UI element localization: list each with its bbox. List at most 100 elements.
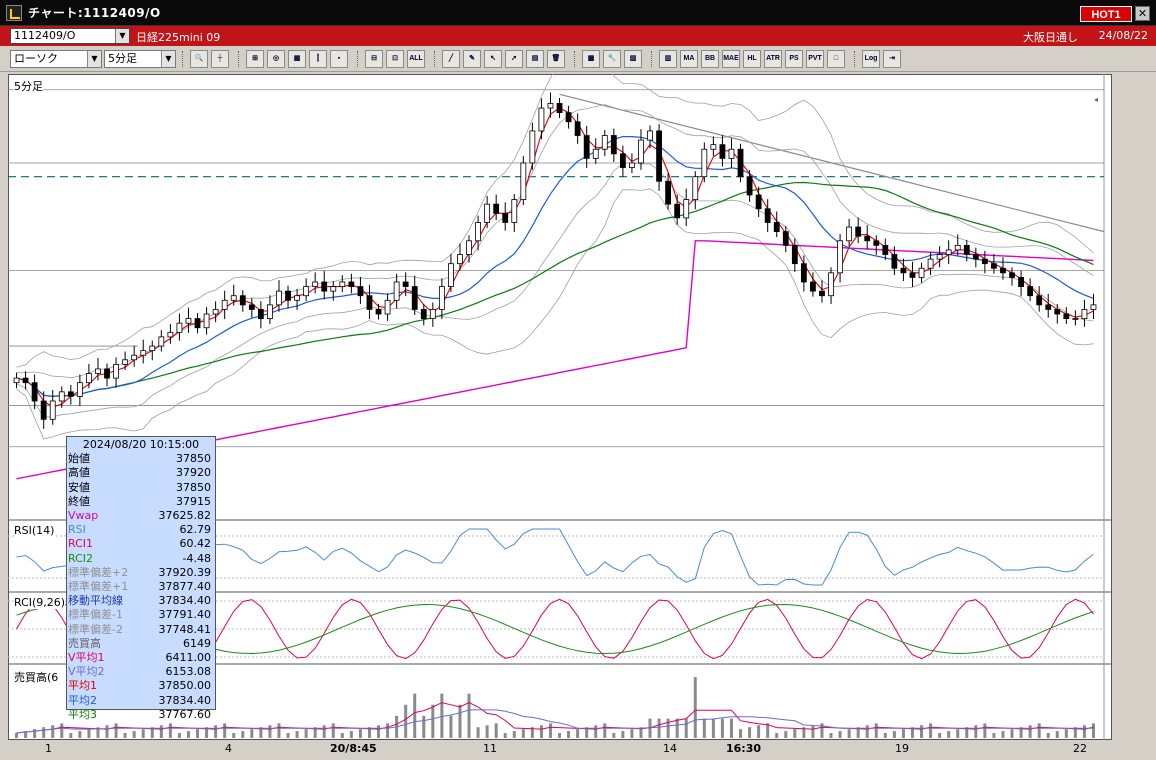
all-icon[interactable]: ALL <box>407 50 425 68</box>
volume-bar <box>585 727 589 738</box>
chevron-down-icon[interactable]: ▼ <box>87 51 101 67</box>
volume-bar <box>892 731 896 738</box>
candle-body <box>873 240 880 246</box>
volume-bar <box>1001 731 1005 738</box>
arrow-tool-icon[interactable]: ➚ <box>505 50 523 68</box>
candle-body <box>375 309 382 315</box>
candle-body <box>520 162 527 200</box>
grid-icon[interactable]: ▦ <box>288 50 306 68</box>
volume-bar <box>920 725 924 738</box>
info-row: V平均2 6153.08 <box>67 665 215 679</box>
log-icon[interactable]: Log <box>862 50 880 68</box>
period-select[interactable]: 5分足 ▼ <box>104 50 176 68</box>
hot-badge-button[interactable]: HOT1 <box>1080 6 1132 22</box>
scope-icon[interactable]: ◎ <box>267 50 285 68</box>
atr-icon[interactable]: ATR <box>764 50 782 68</box>
volume-bar <box>42 727 46 738</box>
volume-bar <box>485 725 489 738</box>
candle-body <box>574 121 581 136</box>
candle-body <box>1045 304 1052 310</box>
volume-bar <box>874 723 878 738</box>
mae-icon[interactable]: MAE <box>722 50 740 68</box>
candle-body <box>710 144 717 150</box>
volume-bar <box>1028 725 1032 738</box>
candle-body <box>746 176 753 196</box>
volume-bar <box>205 727 209 738</box>
wrench-icon[interactable]: 🔧 <box>603 50 621 68</box>
candle-body <box>665 180 672 205</box>
volume-bar <box>612 733 616 738</box>
info-row: 標準偏差+2 37920.39 <box>67 566 215 580</box>
volume-bar <box>259 727 263 738</box>
indicator-a-icon[interactable]: ⊟ <box>365 50 383 68</box>
info-row: 標準偏差-2 37748.41 <box>67 623 215 637</box>
volume-bar <box>548 723 552 738</box>
candle-body <box>1090 304 1097 310</box>
candle-body <box>800 263 807 283</box>
candle-body <box>131 354 138 361</box>
crosshair-icon[interactable]: ┼ <box>211 50 229 68</box>
volume-bar <box>1019 727 1023 738</box>
candle-body <box>945 249 952 255</box>
candle-body <box>348 281 355 287</box>
settings-grid-icon[interactable]: ▩ <box>582 50 600 68</box>
ma-icon[interactable]: MA <box>680 50 698 68</box>
info-row: 高値 37920 <box>67 466 215 480</box>
volume-bar <box>530 727 534 738</box>
volume-bar <box>60 723 64 738</box>
candle-body <box>158 336 165 347</box>
volume-bar <box>947 731 951 738</box>
frame-icon[interactable]: □ <box>827 50 845 68</box>
volume-bar <box>820 723 824 738</box>
volume-bar <box>521 729 525 738</box>
candle-body <box>321 281 328 292</box>
candle-body <box>810 281 816 292</box>
pvt-icon[interactable]: PVT <box>806 50 824 68</box>
volume-bar <box>250 729 254 738</box>
palette-icon[interactable]: ▨ <box>624 50 642 68</box>
candle-body <box>1072 318 1079 320</box>
chevron-down-icon[interactable]: ▼ <box>115 29 129 43</box>
line-tool-icon[interactable]: ╱ <box>442 50 460 68</box>
volume-bar <box>69 733 73 738</box>
candle-body <box>583 135 590 159</box>
chart-type-select[interactable]: ローソク ▼ <box>10 50 102 68</box>
data-info-box: 2024/08/20 10:15:00 始値 37850 高値 37920 安値 3785… <box>66 436 216 721</box>
zoom-icon[interactable]: 🔍 <box>190 50 208 68</box>
candle-body <box>1081 309 1088 319</box>
eraser-icon[interactable]: ✎ <box>463 50 481 68</box>
candle-body <box>122 359 129 365</box>
close-icon[interactable]: ✕ <box>1135 6 1150 21</box>
candle-body <box>13 377 20 384</box>
volume-bar <box>865 725 869 738</box>
bb-icon[interactable]: BB <box>701 50 719 68</box>
psar-icon[interactable]: PS <box>785 50 803 68</box>
cursor-icon[interactable]: ↖ <box>484 50 502 68</box>
x-axis-label: 11 <box>483 742 497 755</box>
volume-bar <box>1064 729 1068 738</box>
hl-icon[interactable]: HL <box>743 50 761 68</box>
bars-icon[interactable]: ┇ <box>309 50 327 68</box>
chevron-down-icon[interactable]: ▼ <box>161 51 175 67</box>
indicator-b-icon[interactable]: ⊡ <box>386 50 404 68</box>
volume-bar <box>603 723 607 738</box>
candle-body <box>918 267 925 278</box>
volume-bar <box>929 723 933 738</box>
disabled-icon[interactable]: ▪ <box>330 50 348 68</box>
volume-icon[interactable]: ▥ <box>659 50 677 68</box>
candle-icon[interactable]: ⊞ <box>246 50 264 68</box>
volume-bar <box>802 727 806 738</box>
candle-body <box>1009 272 1015 278</box>
trash-icon[interactable]: 🗑 <box>547 50 565 68</box>
volume-bar <box>666 718 670 738</box>
candle-body <box>239 295 246 306</box>
info-row: 始値 37850 <box>67 452 215 466</box>
symbol-code-select[interactable]: 1112409/O ▼ <box>10 28 130 44</box>
volume-bar <box>793 729 797 738</box>
info-row-label: V平均1 <box>68 651 105 665</box>
note-icon[interactable]: ▤ <box>526 50 544 68</box>
volume-bar <box>775 733 779 738</box>
candle-body <box>791 244 798 265</box>
export-icon[interactable]: ⇥ <box>883 50 901 68</box>
candle-body <box>619 153 626 168</box>
